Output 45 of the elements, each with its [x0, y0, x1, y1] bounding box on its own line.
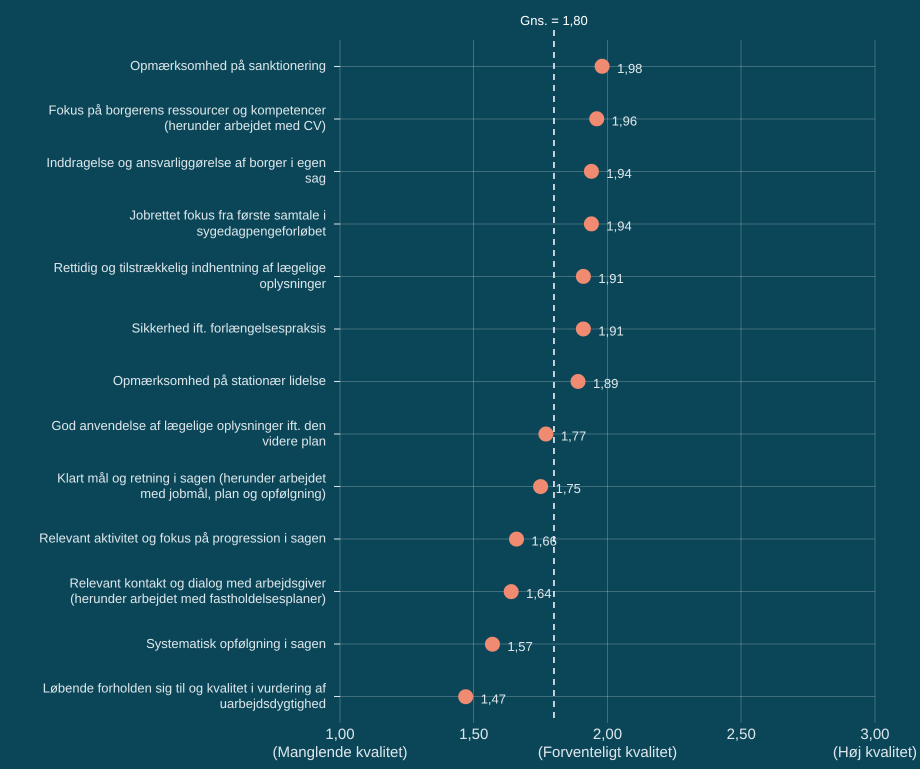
point [576, 321, 591, 336]
y-tick-label: Inddragelse og ansvarliggørelse af borger i egen sag [46, 155, 326, 186]
point [570, 374, 586, 389]
point [594, 58, 610, 74]
data-label: 1,98 [617, 60, 642, 76]
point [533, 479, 548, 494]
x-tick-label: 2,50 [726, 726, 756, 744]
data-label: 1,57 [507, 638, 533, 654]
y-tick-label: Systematisk opfølgning i sagen [146, 636, 326, 651]
data-label: 1,91 [598, 324, 624, 339]
y-tick-label: Jobrettet fokus fra første samtale i sygedagpengeforløbet [129, 208, 326, 238]
point [584, 164, 599, 179]
data-label: 1,47 [480, 691, 506, 706]
x-tick-label: 1,50 [459, 726, 488, 744]
point [484, 636, 500, 652]
y-tick-label: Opmærksomhed på stationær lidelse [112, 373, 326, 388]
y-tick-label: God anvendelse af lægelige oplysninger ift. den videre plan [51, 418, 326, 448]
y-tick-label: Klart mål og retning i sagen (herunder arbejdet med jobmål, plan og opfølgning) [57, 470, 326, 501]
point [589, 111, 604, 126]
y-tick-label: Opmærksomhed på sanktionering [130, 58, 326, 73]
point [584, 216, 599, 232]
ref-line-label: Gns. = 1,80 [520, 13, 588, 28]
point [509, 532, 524, 547]
data-label: 1,75 [556, 481, 581, 496]
y-tick-label: Relevant kontakt og dialog med arbejdsgiver (herunder arbejdet med fastholdelsesplaner) [69, 575, 327, 606]
y-tick-label: Relevant aktivitet og fokus på progression i sagen [39, 530, 326, 546]
x-tick-label: 1,00 (Manglende kvalitet) [272, 726, 408, 762]
data-label: 1,91 [598, 271, 624, 286]
data-label: 1,66 [532, 534, 557, 549]
data-label: 1,94 [606, 218, 632, 234]
point [458, 689, 474, 704]
data-label: 1,96 [612, 113, 638, 128]
y-tick-label: Fokus på borgerens ressourcer og kompetencer (herunder arbejdet med CV) [48, 102, 327, 134]
x-tick-label: 2,00 (Forventeligt kvalitet) [538, 726, 678, 762]
data-label: 1,77 [560, 428, 586, 444]
y-tick-label: Løbende forholden sig til og kvalitet i vurdering af uarbejdsdygtighed [42, 680, 326, 712]
point [576, 268, 591, 284]
y-tick-label: Rettidig og tilstrækkelig indhentning af lægelige oplysninger [54, 260, 327, 291]
y-tick-label: Sikkerhed ift. forlængelsespraksis [132, 320, 326, 336]
point [504, 584, 519, 600]
data-label: 1,94 [606, 166, 632, 181]
point [538, 426, 554, 442]
x-tick-label: 3,00 (Høj kvalitet) [832, 726, 918, 762]
data-label: 1,64 [526, 586, 552, 602]
data-label: 1,89 [593, 376, 618, 392]
